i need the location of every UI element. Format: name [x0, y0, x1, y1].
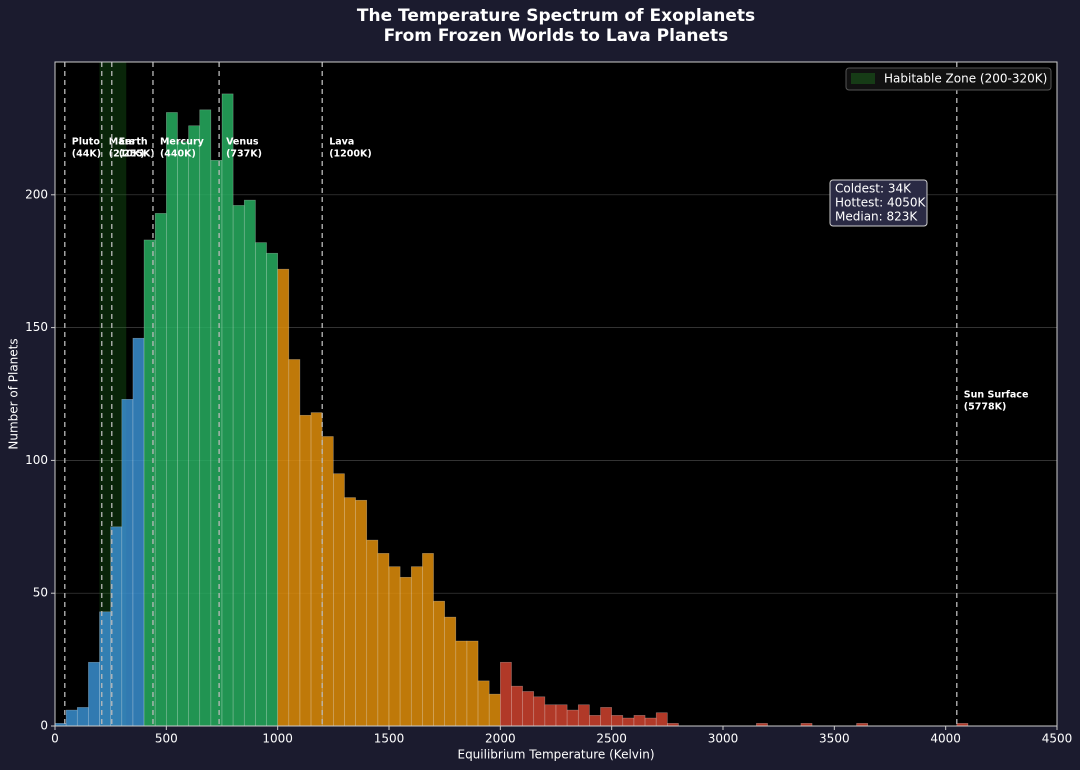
bar [544, 704, 557, 727]
annotation-label: Mars [109, 137, 136, 148]
y-tick-label: 0 [40, 719, 48, 733]
bar [277, 268, 290, 727]
chart-subtitle: From Frozen Worlds to Lava Planets [384, 26, 729, 46]
bar [377, 553, 390, 727]
x-tick-label: 2500 [596, 732, 627, 746]
bar [333, 473, 345, 727]
bar [410, 566, 423, 727]
bar [121, 399, 134, 727]
bar [388, 566, 401, 727]
stats-line: Median: 823K [835, 210, 918, 224]
stats-box [829, 179, 928, 227]
bar [622, 717, 635, 727]
bar [166, 112, 178, 727]
bar [199, 109, 212, 727]
bar [310, 412, 323, 727]
bar [433, 600, 445, 727]
y-tick-label: 150 [25, 320, 48, 334]
bar [466, 640, 479, 727]
plot-border [54, 61, 1058, 727]
annotation-value: (737K) [226, 149, 262, 160]
legend-box [845, 67, 1052, 91]
bar [522, 691, 535, 727]
x-tick-label: 0 [51, 732, 59, 746]
bar [633, 715, 646, 727]
x-tick-label: 3500 [819, 732, 850, 746]
bar [132, 337, 145, 727]
bar [255, 242, 267, 727]
legend-swatch [851, 73, 875, 84]
bar [76, 707, 89, 727]
bar [600, 707, 612, 727]
annotation-label: Pluto [72, 137, 101, 148]
bar [500, 661, 512, 727]
bar [555, 704, 568, 727]
annotation-label: Mercury [160, 137, 205, 148]
y-axis-label: Number of Planets [7, 338, 21, 449]
annotation-value: (210K) [109, 149, 145, 160]
annotation-label: Venus [226, 137, 259, 148]
bar [644, 717, 657, 727]
bar [177, 141, 189, 727]
stats-line: Coldest: 34K [835, 182, 912, 196]
bar [577, 704, 590, 727]
annotation-label: Lava [329, 137, 354, 148]
bar [611, 715, 624, 727]
annotation-value: (1200K) [329, 149, 372, 160]
bar [566, 709, 579, 727]
bar [533, 696, 546, 727]
x-tick-label: 500 [155, 732, 178, 746]
bar [589, 715, 601, 727]
bar [65, 709, 78, 727]
bar [299, 414, 312, 727]
y-tick-label: 200 [25, 187, 48, 201]
x-axis-label: Equilibrium Temperature (Kelvin) [457, 748, 654, 762]
bar [355, 499, 368, 727]
x-tick-label: 1500 [374, 732, 405, 746]
annotation-value: (255K) [119, 149, 155, 160]
bar [88, 661, 100, 727]
stats-line: Hottest: 4050K [835, 196, 927, 210]
bar [266, 252, 278, 727]
bar [154, 213, 167, 727]
x-tick-label: 3000 [708, 732, 739, 746]
bar [444, 616, 457, 727]
annotation-label: Earth [119, 137, 148, 148]
chart-title: The Temperature Spectrum of Exoplanets [357, 6, 755, 26]
x-tick-label: 1000 [262, 732, 293, 746]
bar [655, 712, 668, 727]
bar [344, 497, 356, 727]
bar [210, 159, 223, 727]
x-tick-label: 4000 [930, 732, 961, 746]
bar [455, 640, 468, 727]
bar [321, 436, 334, 727]
bar [366, 539, 379, 727]
bar [511, 685, 523, 727]
bar [488, 693, 501, 727]
bar [288, 359, 301, 727]
bar [399, 576, 412, 727]
bar [232, 205, 245, 727]
bar [188, 125, 201, 727]
bar [422, 553, 434, 727]
y-tick-label: 50 [33, 586, 48, 600]
annotation-value: (440K) [160, 149, 196, 160]
bar [243, 199, 256, 727]
bar [143, 239, 156, 727]
x-tick-label: 4500 [1042, 732, 1073, 746]
x-tick-label: 2000 [485, 732, 516, 746]
y-tick-label: 100 [25, 453, 48, 467]
bar [221, 93, 234, 727]
annotation-value: (5778K) [964, 402, 1007, 413]
bar [477, 680, 490, 727]
legend-label: Habitable Zone (200-320K) [884, 72, 1047, 86]
annotation-label: Sun Surface [964, 390, 1029, 401]
annotation-value: (44K) [72, 149, 101, 160]
